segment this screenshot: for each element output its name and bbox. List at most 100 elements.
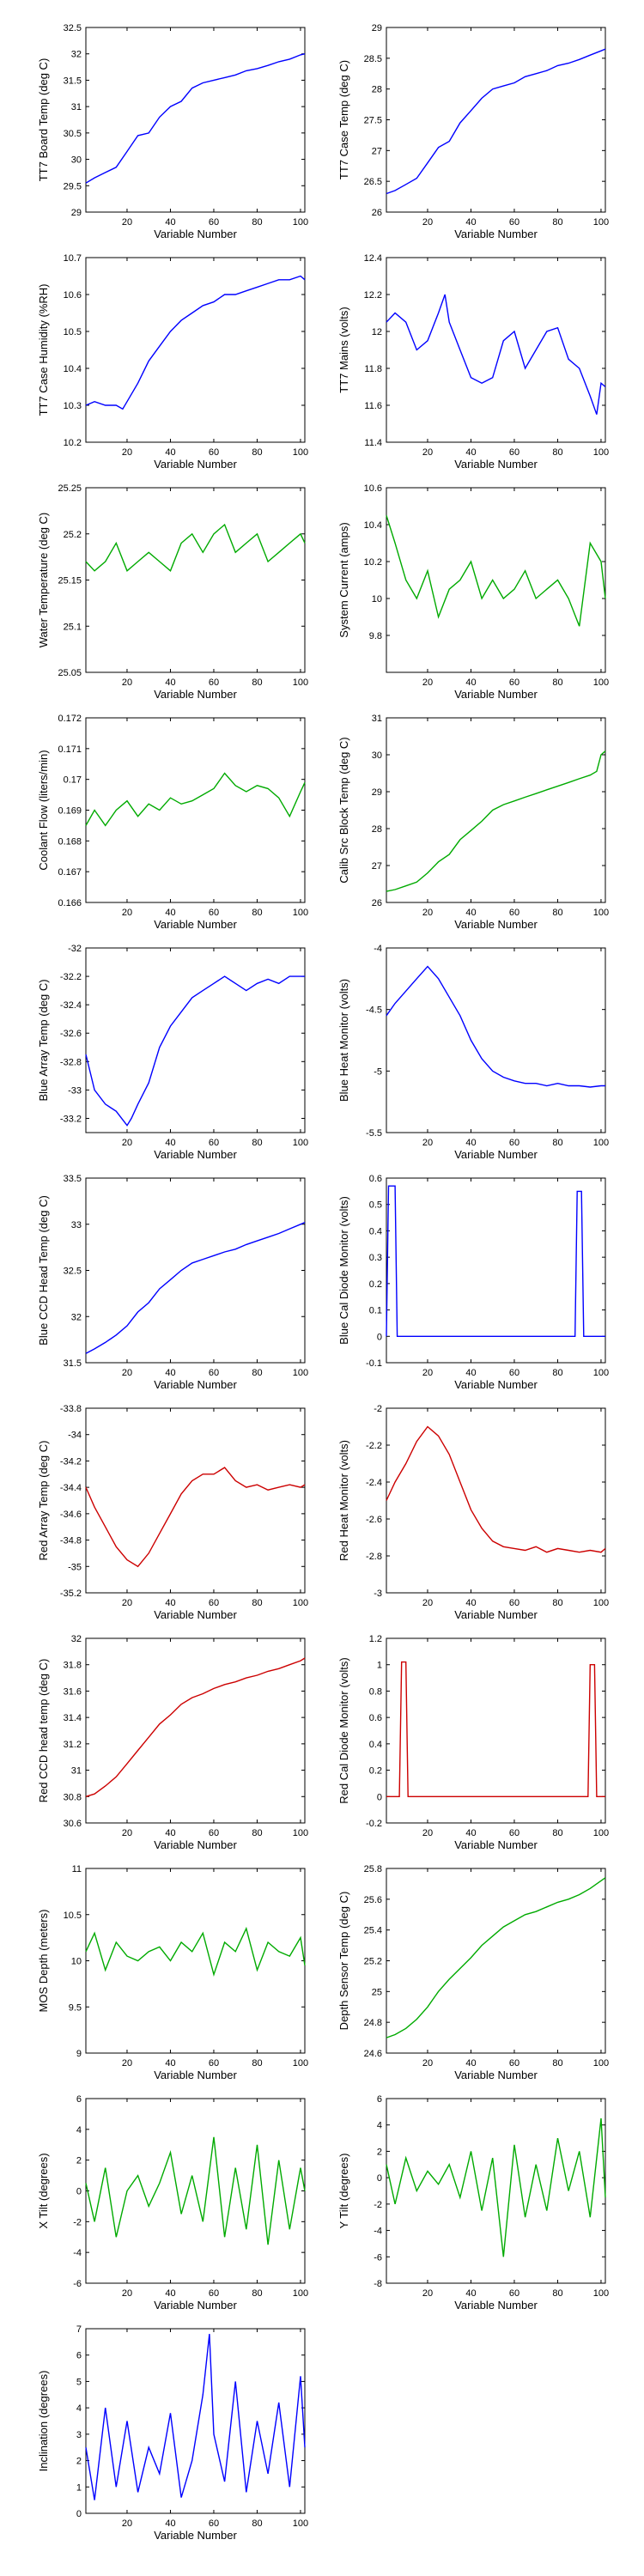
y-tick-label: 31.6 <box>64 1686 82 1697</box>
series-line <box>85 975 305 1127</box>
y-axis-label: Blue Cal Diode Monitor (volts) <box>337 1196 350 1345</box>
y-tick-label: 29 <box>372 23 382 33</box>
chart-panel-1: 29 29.5 30 30.5 31 31.5 32 32.5 20 40 60 80 100 Varia… <box>37 23 308 240</box>
x-tick-label: 60 <box>509 1138 519 1148</box>
x-tick-label: 80 <box>552 447 562 458</box>
y-tick-label: 32.5 <box>64 1267 82 1277</box>
y-tick-label: 6 <box>377 2094 382 2105</box>
x-tick-label: 60 <box>209 677 219 688</box>
plot-frame <box>85 947 306 1133</box>
y-axis-label: Coolant Flow (liters/min) <box>37 750 50 870</box>
x-tick-label: 100 <box>293 1368 308 1378</box>
chart-panel-4: 11.4 11.6 11.8 12 12.2 12.4 20 40 60 80 100 Variabl… <box>337 253 609 471</box>
y-tick-label: 0 <box>76 2187 82 2197</box>
x-tick-label: 60 <box>509 2058 519 2069</box>
series-line <box>85 1926 306 1978</box>
y-tick-label: 25.05 <box>58 668 82 678</box>
y-tick-label: 31 <box>372 714 382 724</box>
y-tick-label: 0 <box>377 2173 382 2184</box>
x-axis-label: Variable Number <box>154 2069 237 2081</box>
y-tick-label: 25 <box>372 1987 382 1997</box>
chart-panel-15: 30.6 30.8 31 31.2 31.4 31.6 31.8 32 20 40 60 80 100 V… <box>37 1634 308 1851</box>
y-axis-label: System Current (amps) <box>337 522 350 637</box>
x-tick-label: 40 <box>165 1368 175 1378</box>
y-tick-label: 30.6 <box>64 1819 82 1829</box>
y-tick-label: 25.8 <box>364 1864 382 1874</box>
series-line <box>386 750 606 892</box>
y-tick-label: 9 <box>76 2049 82 2059</box>
x-tick-label: 40 <box>165 2058 175 2069</box>
x-tick-label: 20 <box>422 1828 433 1838</box>
x-tick-label: 20 <box>122 2288 132 2299</box>
x-axis-label: Variable Number <box>154 228 237 240</box>
y-tick-label: -2.6 <box>366 1515 382 1525</box>
y-tick-label: 10.5 <box>64 1911 82 1921</box>
y-tick-label: 10.4 <box>364 520 382 531</box>
x-tick-label: 20 <box>122 217 132 228</box>
x-tick-label: 80 <box>252 2058 262 2069</box>
y-tick-label: 4 <box>76 2125 82 2136</box>
y-tick-label: -34.6 <box>60 1510 82 1520</box>
y-tick-label: 12.2 <box>364 290 382 301</box>
y-tick-label: 0 <box>377 1332 382 1342</box>
y-tick-label: -32.4 <box>60 1000 82 1011</box>
y-axis-label: TT7 Case Temp (deg C) <box>337 60 350 179</box>
y-tick-label: 28 <box>372 824 382 835</box>
chart-panel-7: 0.166 0.167 0.168 0.169 0.17 0.171 0.172 20 40 60… <box>37 714 308 931</box>
y-tick-label: -5 <box>374 1066 382 1077</box>
x-tick-label: 60 <box>209 1598 219 1608</box>
series-line <box>386 1877 606 2038</box>
x-tick-label: 60 <box>209 2288 219 2299</box>
x-tick-label: 100 <box>293 1598 308 1608</box>
x-tick-label: 100 <box>293 217 308 228</box>
y-tick-label: 27 <box>372 861 382 872</box>
y-axis-label: TT7 Case Humidity (%RH) <box>37 284 50 416</box>
x-tick-label: 60 <box>509 217 519 228</box>
plot-frame <box>386 487 606 673</box>
x-tick-label: 60 <box>209 1828 219 1838</box>
y-tick-label: 10.5 <box>64 327 82 337</box>
x-tick-label: 80 <box>552 908 562 918</box>
y-tick-label: -8 <box>374 2279 382 2289</box>
x-tick-label: 100 <box>293 2288 308 2299</box>
y-tick-label: 30.8 <box>64 1792 82 1802</box>
x-tick-label: 60 <box>209 1368 219 1378</box>
series-line <box>386 515 606 627</box>
x-tick-label: 80 <box>252 1138 262 1148</box>
y-tick-label: -0.1 <box>366 1358 382 1369</box>
y-tick-label: -33.8 <box>60 1404 82 1414</box>
y-tick-label: 10.2 <box>364 557 382 568</box>
y-tick-label: 33.5 <box>64 1174 82 1184</box>
x-axis-label: Variable Number <box>454 2069 538 2081</box>
y-tick-label: 29 <box>372 787 382 798</box>
y-tick-label: 2 <box>76 2156 82 2166</box>
x-tick-label: 60 <box>509 1368 519 1378</box>
y-tick-label: 0.4 <box>369 1740 382 1750</box>
x-tick-label: 40 <box>165 217 175 228</box>
series-line <box>386 965 605 1088</box>
y-tick-label: 5 <box>76 2377 82 2387</box>
y-tick-label: 30 <box>372 750 382 761</box>
y-tick-label: 12 <box>372 327 382 337</box>
x-tick-label: 80 <box>552 677 562 688</box>
series-line <box>85 1467 306 1568</box>
plot-frame <box>386 947 606 1133</box>
x-tick-label: 100 <box>593 447 609 458</box>
x-tick-label: 20 <box>422 2288 433 2299</box>
y-tick-label: -34 <box>68 1431 82 1441</box>
y-tick-label: -2.8 <box>366 1552 382 1562</box>
plot-frame <box>85 1407 306 1594</box>
y-tick-label: 24.8 <box>364 2018 382 2028</box>
y-tick-label: -4 <box>374 2227 382 2237</box>
series-line <box>386 1661 605 1798</box>
y-tick-label: -32.6 <box>60 1029 82 1039</box>
x-axis-label: Variable Number <box>454 1608 538 1621</box>
x-tick-label: 80 <box>552 217 562 228</box>
x-tick-label: 80 <box>552 1598 562 1608</box>
plot-frame <box>386 1637 606 1824</box>
plot-frame <box>386 257 606 443</box>
series-line <box>85 523 306 572</box>
x-tick-label: 80 <box>252 2288 262 2299</box>
series-line <box>85 53 306 184</box>
y-tick-label: -34.8 <box>60 1536 82 1546</box>
